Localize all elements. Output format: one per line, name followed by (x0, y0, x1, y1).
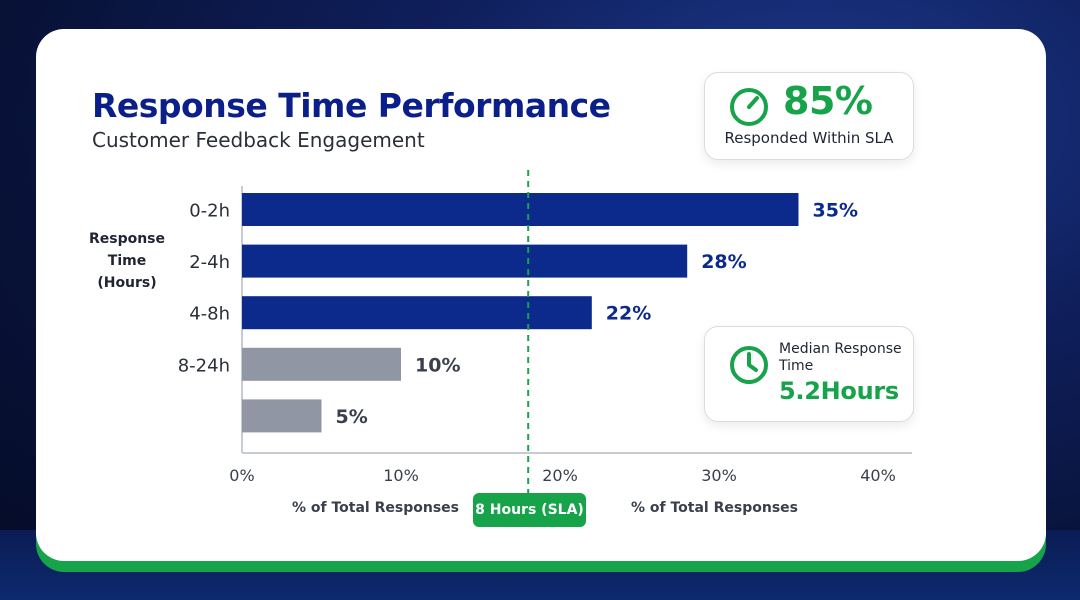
sla-caption: Responded Within SLA (724, 129, 894, 147)
y-axis-label: Response Time (Hours) (88, 231, 166, 291)
bar-value-label: 28% (701, 251, 746, 273)
page-title: Response Time Performance (92, 86, 611, 125)
bar-value-label: 22% (606, 303, 651, 325)
page-subtitle: Customer Feedback Engagement (92, 128, 425, 152)
bar-value-label: 10% (415, 354, 460, 376)
x-tick-label: 30% (701, 466, 737, 485)
bar-2 (242, 296, 592, 330)
x-tick-label: 40% (860, 466, 896, 485)
category-label: 2-4h (189, 252, 230, 273)
x-axis-label-left: % of Total Responses (292, 500, 459, 516)
median-stat-card: Median Response Time 5.2Hours (704, 326, 914, 422)
bar-4 (242, 399, 322, 433)
bar-3 (242, 347, 401, 381)
x-tick-label: 20% (542, 466, 578, 485)
timer-icon (727, 85, 771, 133)
sla-stat-card: 85% Responded Within SLA (704, 72, 914, 160)
x-axis-label-right: % of Total Responses (631, 500, 798, 516)
category-label: 4-8h (189, 304, 230, 325)
clock-icon (727, 343, 771, 391)
sla-threshold-badge: 8 Hours (SLA) (473, 493, 586, 527)
median-label: Median Response Time (779, 341, 902, 374)
bar-value-label: 5% (336, 406, 368, 428)
category-label: 8-24h (178, 355, 230, 376)
category-label: 0-2h (189, 201, 230, 222)
sla-percent-value: 85% (783, 79, 873, 123)
bar-0 (242, 193, 799, 226)
x-tick-label: 10% (383, 466, 419, 485)
bar-1 (242, 244, 688, 278)
x-tick-label: 0% (229, 466, 254, 485)
median-value: 5.2Hours (779, 377, 899, 405)
bar-value-label: 35% (813, 200, 858, 222)
